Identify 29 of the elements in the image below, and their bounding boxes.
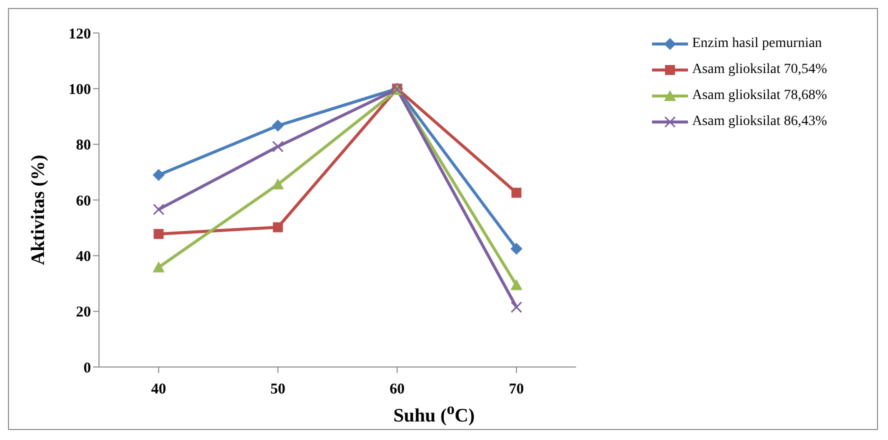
- y-tick-label: 20: [76, 304, 91, 321]
- y-axis-title: Aktivitas (%): [28, 154, 50, 268]
- x-tick-label: 70: [508, 382, 524, 398]
- point: [510, 301, 522, 313]
- y-tick-label: 80: [76, 138, 91, 154]
- point: [510, 279, 522, 290]
- point: [152, 261, 165, 272]
- y-tick-label: 60: [76, 193, 91, 210]
- point: [152, 168, 165, 181]
- point: [272, 120, 284, 132]
- x-tick-label: 40: [151, 382, 166, 398]
- point: [154, 228, 164, 239]
- y-tick-label: 120: [68, 26, 91, 42]
- legend-label: Asam glioksilat 78,68%: [692, 88, 827, 104]
- y-tick-label: 100: [68, 82, 91, 98]
- point: [272, 140, 284, 152]
- point: [511, 188, 522, 198]
- point: [510, 242, 522, 255]
- x-tick-label: 50: [270, 382, 286, 398]
- point: [272, 222, 283, 232]
- legend-label: Enzim hasil pemurnian: [692, 36, 822, 52]
- x-tick-label: 60: [390, 382, 405, 398]
- point: [272, 178, 284, 190]
- x-axis-title: Suhu ($^{o}$C): [392, 401, 476, 428]
- point: [152, 204, 164, 216]
- legend-label: Asam glioksilat 86,43%: [692, 114, 827, 130]
- y-tick-label: 40: [76, 248, 91, 265]
- y-tick-label: 0: [84, 360, 91, 376]
- legend-label: Asam glioksilat 70,54%: [692, 62, 827, 78]
